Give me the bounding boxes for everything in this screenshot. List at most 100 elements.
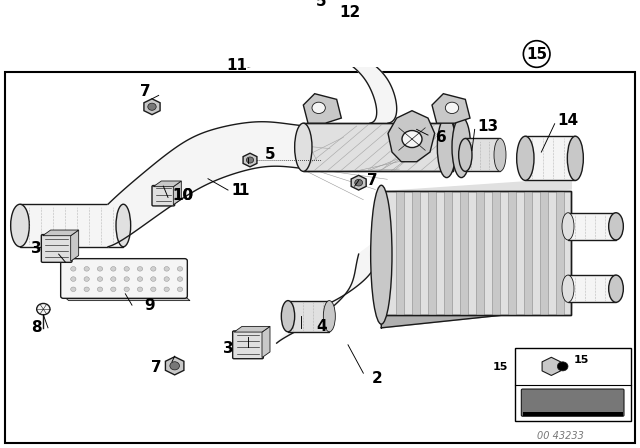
Bar	[515, 348, 631, 421]
Circle shape	[164, 267, 170, 271]
Text: 15: 15	[492, 362, 508, 372]
Ellipse shape	[282, 301, 294, 332]
Ellipse shape	[609, 213, 623, 240]
Bar	[303, 123, 453, 171]
Ellipse shape	[609, 275, 623, 302]
Polygon shape	[165, 357, 184, 375]
Circle shape	[138, 287, 143, 292]
Polygon shape	[275, 0, 291, 3]
Circle shape	[279, 0, 287, 1]
Circle shape	[177, 287, 182, 292]
FancyBboxPatch shape	[476, 191, 484, 315]
Text: 9: 9	[145, 297, 156, 313]
FancyBboxPatch shape	[540, 191, 548, 315]
Text: 8: 8	[31, 320, 42, 335]
Text: 10: 10	[173, 188, 194, 203]
Ellipse shape	[452, 117, 470, 177]
Text: 00 43233: 00 43233	[536, 431, 584, 440]
Polygon shape	[262, 327, 270, 358]
Circle shape	[164, 277, 170, 281]
Ellipse shape	[516, 136, 534, 181]
Circle shape	[150, 277, 156, 281]
Text: 5: 5	[265, 147, 275, 162]
Polygon shape	[303, 94, 341, 123]
FancyBboxPatch shape	[396, 191, 404, 315]
Polygon shape	[108, 122, 330, 247]
Circle shape	[36, 303, 50, 315]
Ellipse shape	[312, 0, 328, 31]
Ellipse shape	[323, 301, 335, 332]
Circle shape	[70, 267, 76, 271]
Circle shape	[97, 277, 102, 281]
Ellipse shape	[562, 213, 574, 240]
Circle shape	[84, 287, 90, 292]
Text: 13: 13	[477, 119, 499, 134]
Ellipse shape	[459, 138, 472, 171]
FancyBboxPatch shape	[20, 204, 124, 247]
Text: 5: 5	[316, 0, 326, 9]
FancyBboxPatch shape	[61, 258, 188, 298]
Text: 10: 10	[173, 188, 194, 203]
Text: 6: 6	[436, 130, 447, 145]
FancyBboxPatch shape	[412, 191, 420, 315]
Polygon shape	[173, 181, 181, 205]
Polygon shape	[275, 26, 397, 123]
Text: 1: 1	[232, 183, 242, 198]
Ellipse shape	[371, 185, 392, 324]
Circle shape	[402, 130, 422, 147]
Circle shape	[84, 267, 90, 271]
Bar	[255, 0, 320, 27]
Circle shape	[70, 287, 76, 292]
Circle shape	[97, 287, 102, 292]
Polygon shape	[144, 99, 160, 115]
Ellipse shape	[562, 275, 574, 302]
Text: 1: 1	[232, 183, 242, 198]
Circle shape	[124, 287, 129, 292]
Ellipse shape	[294, 123, 312, 171]
FancyBboxPatch shape	[556, 191, 564, 315]
Polygon shape	[351, 175, 366, 190]
FancyBboxPatch shape	[460, 191, 468, 315]
Text: 12: 12	[339, 5, 360, 20]
Polygon shape	[70, 230, 79, 261]
FancyBboxPatch shape	[233, 331, 263, 359]
Circle shape	[445, 102, 459, 113]
Bar	[303, 123, 453, 171]
Text: 7: 7	[367, 173, 378, 188]
Circle shape	[355, 179, 363, 186]
FancyBboxPatch shape	[42, 235, 72, 263]
FancyBboxPatch shape	[508, 191, 516, 315]
Circle shape	[70, 277, 76, 281]
Circle shape	[150, 287, 156, 292]
Text: 7: 7	[140, 85, 150, 99]
Circle shape	[312, 102, 325, 113]
Text: 3: 3	[31, 241, 42, 256]
Circle shape	[111, 277, 116, 281]
Circle shape	[97, 267, 102, 271]
Polygon shape	[381, 297, 572, 328]
Ellipse shape	[11, 204, 29, 247]
Polygon shape	[154, 181, 181, 187]
Circle shape	[557, 362, 568, 371]
Text: 7: 7	[151, 360, 162, 375]
Polygon shape	[43, 230, 79, 236]
Bar	[465, 138, 500, 171]
Bar	[523, 412, 623, 416]
Polygon shape	[276, 237, 381, 343]
Ellipse shape	[494, 138, 506, 171]
Circle shape	[170, 362, 179, 370]
FancyBboxPatch shape	[381, 191, 572, 315]
Polygon shape	[63, 296, 190, 301]
Circle shape	[177, 277, 182, 281]
Circle shape	[111, 287, 116, 292]
FancyBboxPatch shape	[492, 191, 500, 315]
FancyBboxPatch shape	[522, 389, 624, 416]
Polygon shape	[542, 358, 561, 375]
Text: 14: 14	[557, 113, 579, 128]
Circle shape	[124, 277, 129, 281]
Circle shape	[150, 267, 156, 271]
Circle shape	[148, 103, 156, 110]
Circle shape	[84, 277, 90, 281]
Text: 3: 3	[223, 341, 234, 356]
FancyBboxPatch shape	[524, 191, 532, 315]
